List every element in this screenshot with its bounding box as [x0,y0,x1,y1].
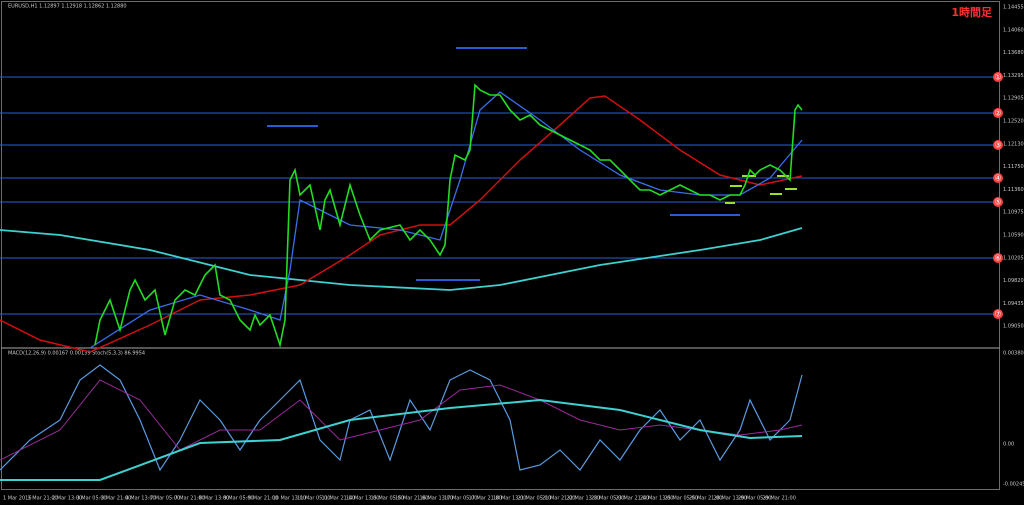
time-label: 15 Mar 05:00 [371,496,404,502]
level-marker-bg [993,140,1003,150]
ma-short [89,91,803,349]
time-label: 3 Mar 05:00 [77,496,107,502]
price-label: 1.10975 [1003,210,1024,216]
price-label: 1.14060 [1003,27,1024,33]
time-label: 4 Mar 13:00 [126,496,156,502]
time-label: 14 Mar 13:00 [346,496,379,502]
time-label: 15 Mar 21:00 [395,496,428,502]
range-marks [267,47,740,281]
time-label: 3 Mar 21:00 [101,496,131,502]
time-label: 21 Mar 05:00 [518,496,551,502]
level-marker-bg [993,173,1003,183]
price-series [94,83,803,349]
level-marker: ① [994,73,1001,82]
price-label: 1.09050 [1003,324,1024,330]
time-label: 17 Mar 05:00 [444,496,477,502]
time-label: 25 Mar 21:00 [689,496,722,502]
time-label: 17 Mar 21:00 [469,496,502,502]
time-label: 2 Mar 13:00 [52,496,82,502]
level-marker: ② [994,109,1001,118]
price-label: 1.10590 [1003,233,1024,239]
price-label: 1.11750 [1003,164,1024,170]
level-lines [0,76,1000,315]
time-label: 29 Mar 21:00 [763,496,796,502]
time-label: 24 Mar 13:00 [640,496,673,502]
time-label: 11 Mar 05:00 [297,496,330,502]
time-label: 28 Mar 13:00 [714,496,747,502]
level-marker: ③ [994,141,1001,150]
ma-long [0,227,803,291]
time-label: 18 Mar 13:00 [493,496,526,502]
price-label: 1.09435 [1003,301,1024,307]
price-label: 1.12520 [1003,119,1024,125]
timeframe-note: 1時間足 [951,5,993,19]
time-label: 7 Mar 21:00 [175,496,205,502]
signal-line [0,379,803,461]
price-label: 1.09820 [1003,278,1024,284]
time-label: 10 Mar 13:00 [273,496,306,502]
level-marker-bg [993,253,1003,263]
level-marker: ④ [994,174,1001,183]
price-label: 1.14455 [1003,5,1024,11]
frame [1,1,1000,490]
level-marker: ⑦ [994,310,1001,319]
price-label: 1.12130 [1003,141,1024,147]
price-label: 1.13680 [1003,50,1024,56]
indicator-header: MACD(12,26,9) 0.00167 0.00139 Stoch(5,3,… [8,351,145,357]
price-label: 1.11360 [1003,187,1024,193]
indicator-label: 0.00 [1003,442,1014,448]
time-label: 8 Mar 13:00 [199,496,229,502]
time-label: 16 Mar 13:00 [420,496,453,502]
price-label: 1.10205 [1003,255,1024,261]
level-marker-bg [993,309,1003,319]
time-label: 11 Mar 21:00 [322,496,355,502]
level-marker-bg [993,72,1003,82]
level-marker-bg [993,108,1003,118]
time-label: 1 Mar 21:00 [28,496,58,502]
time-label: 25 Mar 05:00 [665,496,698,502]
time-label: 23 Mar 05:00 [591,496,624,502]
macd-line [0,398,803,481]
price-label: 1.12905 [1003,96,1024,102]
time-label: 29 Mar 05:00 [738,496,771,502]
time-label: 9 Mar 05:00 [224,496,254,502]
time-label: 22 Mar 13:00 [567,496,600,502]
level-marker: ⑥ [994,254,1001,263]
time-label: 23 Mar 21:00 [616,496,649,502]
level-marker-bg [993,197,1003,207]
time-label: 7 Mar 05:00 [150,496,180,502]
stoch-line [0,364,803,472]
price-label: 1.13295 [1003,73,1024,79]
ma-mid [0,95,803,353]
level-marker: ⑤ [994,198,1001,207]
time-label: 1 Mar 2016 [3,496,32,502]
symbol-header: EURUSD,H1 1.12897 1.12918 1.12862 1.1288… [8,4,127,10]
time-label: 9 Mar 21:00 [248,496,278,502]
time-label: 21 Mar 21:00 [542,496,575,502]
indicator-label: -0.002452 [1003,482,1024,488]
